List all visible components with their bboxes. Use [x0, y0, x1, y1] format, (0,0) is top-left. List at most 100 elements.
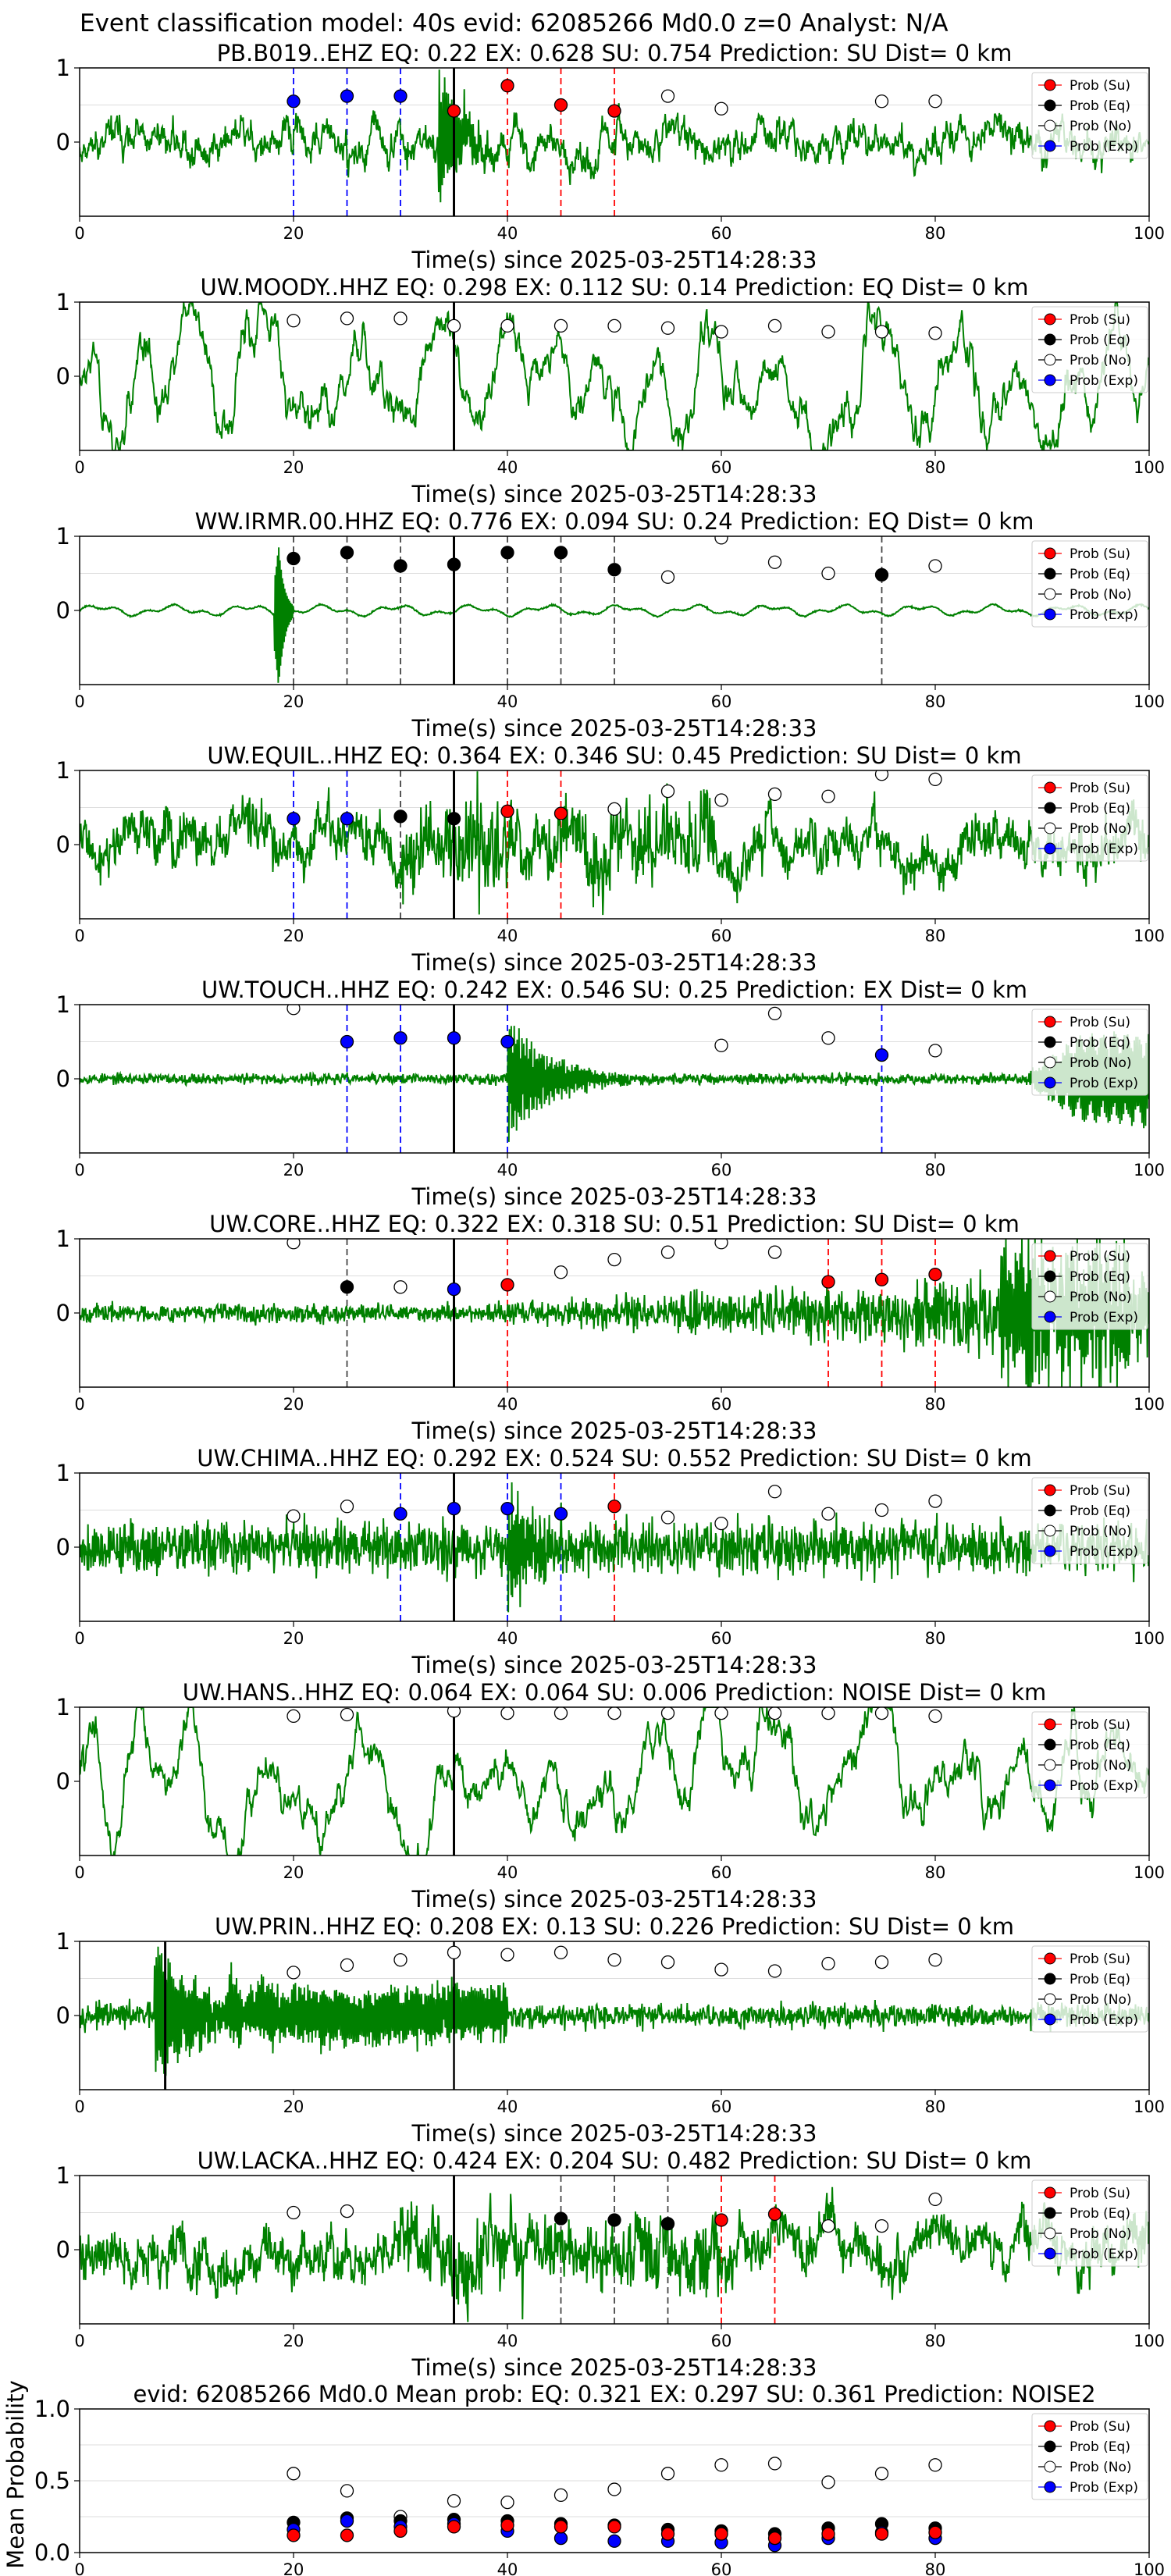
legend-label: Prob (Exp)	[1070, 2480, 1138, 2496]
x-tick-label: 20	[283, 2560, 304, 2576]
legend-marker	[1044, 1290, 1056, 1303]
prob-marker-no	[928, 2192, 942, 2207]
prob-marker-su	[607, 1500, 621, 1514]
x-tick-label: 20	[283, 1395, 304, 1414]
y-tick-label: 0.0	[34, 2539, 70, 2566]
prob-marker-no	[928, 1044, 942, 1058]
prob-marker-no	[607, 318, 621, 333]
legend-marker	[1044, 1759, 1056, 1771]
prob-marker-eq	[874, 568, 889, 582]
prob-marker-no	[874, 770, 889, 781]
plot-area	[80, 1941, 1149, 2090]
prob-marker-eq	[447, 812, 461, 826]
x-axis-label: Time(s) since 2025-03-25T14:28:33	[411, 949, 817, 976]
x-tick-label: 20	[283, 2097, 304, 2116]
legend-label: Prob (No)	[1070, 1524, 1132, 1539]
legend-marker	[1044, 1738, 1056, 1751]
legend-marker	[1044, 1525, 1056, 1537]
prob-marker-exp	[340, 1034, 354, 1049]
prob-marker-no	[660, 321, 675, 335]
x-tick-label: 80	[925, 2560, 946, 2576]
legend-marker	[1044, 2420, 1056, 2432]
legend-label: Prob (Eq)	[1070, 1738, 1130, 1753]
x-tick-label: 100	[1134, 1395, 1165, 1414]
x-tick-label: 60	[711, 1863, 732, 1882]
x-tick-label: 0	[74, 1161, 84, 1179]
prob-marker-no	[928, 1953, 942, 1967]
prob-marker-no	[928, 94, 942, 109]
x-tick-label: 20	[283, 2332, 304, 2350]
prob-marker-no	[821, 325, 835, 339]
mean-marker-su	[660, 2527, 675, 2541]
panel-title: UW.LACKA..HHZ EQ: 0.424 EX: 0.204 SU: 0.…	[198, 2147, 1032, 2174]
x-tick-label: 20	[283, 692, 304, 711]
prob-marker-exp	[874, 1048, 889, 1062]
legend-label: Prob (Exp)	[1070, 1778, 1138, 1794]
legend-marker	[1044, 354, 1056, 366]
prob-marker-no	[767, 1707, 782, 1720]
waveform-trace	[80, 1707, 1149, 1856]
legend-label: Prob (Exp)	[1070, 841, 1138, 857]
prob-marker-no	[607, 802, 621, 817]
station-panel: UW.LACKA..HHZ EQ: 0.424 EX: 0.204 SU: 0.…	[56, 2147, 1166, 2381]
prob-marker-no	[447, 1945, 461, 1959]
prob-marker-no	[714, 536, 728, 545]
prob-marker-no	[660, 784, 675, 799]
legend-marker	[1044, 1250, 1056, 1262]
waveform-trace	[80, 302, 1149, 450]
prob-marker-exp	[393, 1507, 408, 1521]
prob-marker-exp	[500, 1034, 514, 1049]
legend-marker	[1044, 1270, 1056, 1283]
legend-label: Prob (Exp)	[1070, 373, 1138, 389]
x-tick-label: 60	[711, 2332, 732, 2350]
legend-label: Prob (Su)	[1070, 1717, 1130, 1733]
legend-label: Prob (Su)	[1070, 312, 1130, 328]
x-tick-label: 80	[925, 1161, 946, 1179]
y-tick-label: 1	[56, 55, 70, 81]
legend-marker	[1044, 2440, 1056, 2453]
legend-box	[1031, 72, 1148, 159]
prob-marker-no	[553, 1945, 568, 1959]
legend-marker	[1044, 822, 1056, 834]
legend-label: Prob (No)	[1070, 1758, 1132, 1774]
waveform-trace	[80, 2186, 1149, 2322]
y-tick-label: 1	[56, 757, 70, 784]
panel-title: evid: 62085266 Md0.0 Mean prob: EQ: 0.32…	[133, 2381, 1095, 2407]
waveform-trace	[80, 1482, 1149, 1613]
prob-marker-exp	[287, 94, 301, 109]
x-tick-label: 60	[711, 458, 732, 477]
prob-marker-no	[874, 1503, 889, 1517]
prob-marker-no	[821, 2218, 835, 2233]
legend-label: Prob (No)	[1070, 1290, 1132, 1305]
y-tick-label: 1	[56, 523, 70, 550]
x-tick-label: 100	[1134, 1863, 1165, 1882]
prob-marker-exp	[447, 1031, 461, 1045]
prob-marker-no	[874, 1707, 889, 1720]
legend-label: Prob (No)	[1070, 353, 1132, 368]
prob-marker-no	[928, 559, 942, 573]
legend-marker	[1044, 2227, 1056, 2240]
x-tick-label: 20	[283, 458, 304, 477]
x-tick-label: 0	[74, 1395, 84, 1414]
y-tick-label: 0	[56, 597, 70, 624]
prob-marker-exp	[500, 1501, 514, 1516]
mean-marker-exp	[607, 2534, 621, 2548]
legend-label: Prob (Exp)	[1070, 2247, 1138, 2262]
legend-label: Prob (Su)	[1070, 2419, 1130, 2435]
waveform-trace	[80, 771, 1149, 916]
prob-marker-no	[660, 89, 675, 103]
mean-marker-su	[500, 2518, 514, 2532]
plot-area	[287, 2457, 942, 2553]
legend-marker	[1044, 842, 1056, 855]
legend-box	[1031, 306, 1148, 393]
axes-frame	[79, 1706, 1150, 1856]
legend-marker	[1044, 2186, 1056, 2199]
prob-marker-no	[821, 789, 835, 803]
y-tick-label: 1	[56, 1694, 70, 1720]
prob-marker-no	[340, 1707, 354, 1722]
legend-label: Prob (Eq)	[1070, 1035, 1130, 1051]
x-axis-label: Time(s) since 2025-03-25T14:28:33	[411, 1652, 817, 1678]
prob-marker-no	[287, 1239, 301, 1250]
prob-marker-su	[767, 2207, 782, 2222]
